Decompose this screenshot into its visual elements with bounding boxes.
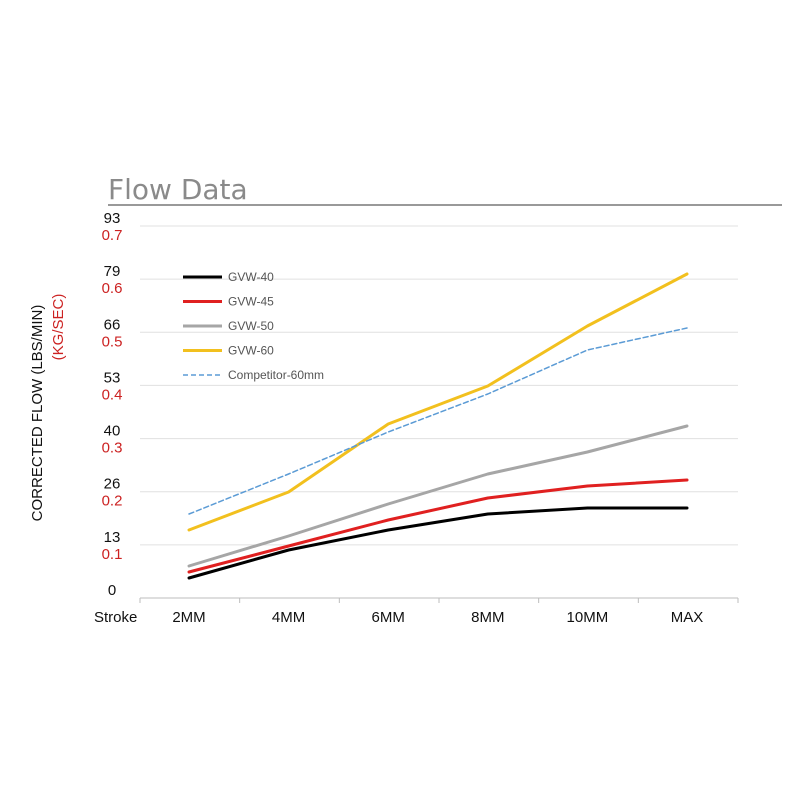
- y-tick-label-secondary: 0.7: [102, 227, 123, 244]
- y-axis-ticks: 0 13 26 40 53 66 79 93 0.1 0.2 0.3 0.4 0.5 0.6 0.7: [102, 210, 123, 599]
- series-lines: [187, 272, 689, 580]
- y-tick-label: 66: [104, 316, 121, 333]
- series-line-gvw-45: [187, 478, 689, 574]
- x-tick-label: 6MM: [372, 609, 405, 626]
- y-tick-label-secondary: 0.6: [102, 280, 123, 297]
- y-tick-label: 13: [104, 529, 121, 546]
- x-tick-label: MAX: [671, 609, 704, 626]
- series-line-gvw-60: [187, 272, 689, 532]
- y-axis-label: CORRECTED FLOW (LBS/MIN): [29, 305, 46, 522]
- y-tick-label-secondary: 0.4: [102, 386, 123, 403]
- legend-label: GVW-50: [228, 319, 274, 333]
- series-line-gvw-50: [187, 424, 689, 568]
- legend-label: GVW-40: [228, 270, 274, 284]
- y-tick-label: 0: [108, 582, 116, 599]
- legend-label: Competitor-60mm: [228, 368, 324, 382]
- y-tick-label-secondary: 0.3: [102, 440, 123, 457]
- y-tick-label: 79: [104, 263, 121, 280]
- legend-label: GVW-60: [228, 344, 274, 358]
- y-tick-label: 26: [104, 476, 121, 493]
- x-tick-label: 2MM: [172, 609, 205, 626]
- y-tick-label-secondary: 0.5: [102, 333, 123, 350]
- series-line-gvw-40: [187, 506, 689, 580]
- x-axis-ticks: 2MM 4MM 6MM 8MM 10MM MAX: [139, 598, 739, 626]
- legend-label: GVW-45: [228, 295, 274, 309]
- y-axis-label-secondary: (KG/SEC): [50, 294, 67, 361]
- x-tick-label: 4MM: [272, 609, 305, 626]
- chart-title: Flow Data: [108, 173, 248, 206]
- x-axis-label: Stroke: [94, 609, 137, 626]
- y-tick-label: 40: [104, 423, 121, 440]
- y-tick-label: 53: [104, 369, 121, 386]
- y-tick-label: 93: [104, 210, 121, 227]
- x-tick-label: 8MM: [471, 609, 504, 626]
- y-tick-label-secondary: 0.1: [102, 546, 123, 563]
- y-tick-label-secondary: 0.2: [102, 493, 123, 510]
- legend: GVW-40 GVW-45 GVW-50 GVW-60 Competitor-60mm: [183, 270, 324, 382]
- series-line-competitor-60mm: [188, 327, 688, 515]
- x-tick-label: 10MM: [567, 609, 609, 626]
